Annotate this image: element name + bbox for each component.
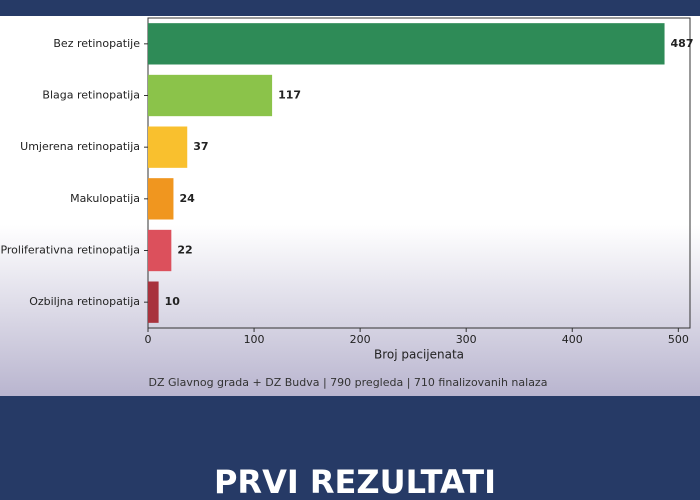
y-tick-label: Bez retinopatije <box>53 37 140 50</box>
bottom-band <box>0 396 700 500</box>
plot-frame <box>147 17 691 329</box>
value-label: 37 <box>193 140 208 153</box>
value-label: 10 <box>165 295 181 308</box>
slide-title: PRVI REZULTATI <box>214 463 496 500</box>
bar <box>148 126 188 168</box>
top-band <box>0 0 700 16</box>
x-axis-label: Broj pacijenata <box>374 348 464 362</box>
y-tick-label: Ozbiljna retinopatija <box>29 295 140 308</box>
value-label: 24 <box>179 192 195 205</box>
value-label: 487 <box>671 37 694 50</box>
bar <box>148 178 174 220</box>
x-tick-label: 0 <box>145 333 152 346</box>
value-label: 117 <box>278 89 301 102</box>
y-tick-label: Umjerena retinopatija <box>20 140 140 153</box>
x-tick-label: 500 <box>668 333 689 346</box>
y-tick-label: Blaga retinopatija <box>42 89 140 102</box>
bar <box>148 74 273 117</box>
value-label: 22 <box>177 244 192 257</box>
bar <box>148 23 665 65</box>
x-tick-label: 400 <box>562 333 583 346</box>
x-tick-label: 100 <box>244 333 265 346</box>
bar <box>148 229 172 272</box>
y-tick-label: Proliferativna retinopatija <box>0 244 140 257</box>
caption: DZ Glavnog grada + DZ Budva | 790 pregle… <box>149 376 548 389</box>
chart-background <box>0 16 700 396</box>
y-tick-label: Makulopatija <box>70 192 140 205</box>
x-tick-label: 200 <box>350 333 371 346</box>
bar <box>148 281 159 323</box>
x-tick-label: 300 <box>456 333 477 346</box>
